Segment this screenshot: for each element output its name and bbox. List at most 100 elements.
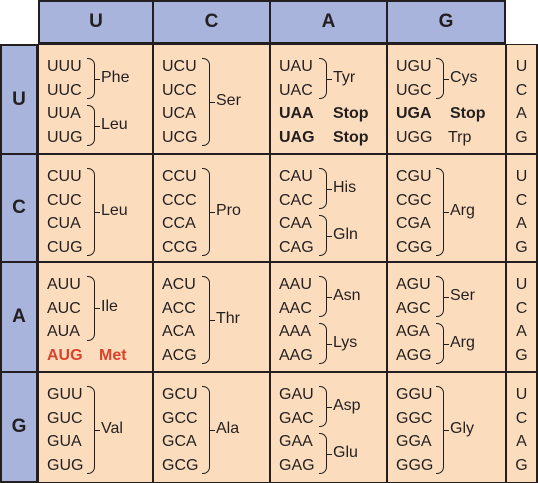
- codon-line: CGG: [396, 236, 505, 260]
- codon-group-brace: [436, 323, 449, 364]
- codon-cell: GGU GGC GGA GGG Gly: [387, 372, 506, 483]
- table-corner: [0, 0, 38, 44]
- codon-line: UGU: [396, 55, 505, 79]
- amino-acid-label: Val: [101, 420, 123, 437]
- codon: CCG: [162, 238, 198, 256]
- codon: ACG: [162, 346, 197, 364]
- codon: CGG: [396, 238, 433, 256]
- codon: GAU: [279, 386, 314, 403]
- codon: AAA: [279, 323, 312, 340]
- codon: ACU: [162, 276, 196, 293]
- amino-acid-label: Stop: [333, 128, 369, 146]
- codon: CGC: [396, 191, 432, 209]
- codon-group-brace: [202, 276, 215, 364]
- codon: CUA: [47, 215, 81, 232]
- codon: GGG: [396, 456, 434, 474]
- codon: GAC: [279, 409, 314, 427]
- amino-acid-label: Stop: [333, 105, 369, 122]
- third-base-c: C: [515, 409, 528, 427]
- row-header-first-base-g: G: [0, 372, 38, 483]
- codon-line: AUU: [47, 273, 152, 297]
- codon-group-brace: [436, 386, 449, 474]
- codon-line: UUA: [47, 102, 152, 126]
- third-base-g: G: [515, 238, 528, 256]
- start-codon-amino-acid: Met: [99, 346, 127, 364]
- codon-cell: UCU UCC UCA UCG Ser: [153, 44, 270, 154]
- codon-line: GAU: [279, 383, 386, 407]
- amino-acid-label: Lys: [333, 333, 358, 351]
- codon-cell: UAU UAC UAA Stop UAG Stop Tyr: [270, 44, 387, 154]
- codon: CCA: [162, 215, 196, 232]
- codon-group-brace: [319, 433, 332, 474]
- codon-group-brace: [319, 215, 332, 256]
- row-header-first-base-c: C: [0, 154, 38, 262]
- codon-group-brace: [319, 386, 332, 427]
- codon-line: AUG Met: [47, 344, 152, 368]
- codon: GGA: [396, 433, 432, 450]
- codon-line: GUC: [47, 407, 152, 431]
- codon: UUC: [47, 81, 82, 99]
- amino-acid-label: Pro: [216, 202, 241, 219]
- codon: AUU: [47, 276, 81, 293]
- codon-cell: GAU GAC GAA GAG Asp Glu: [270, 372, 387, 483]
- codon: GUG: [47, 456, 84, 474]
- codon: CAU: [279, 168, 313, 185]
- amino-acid-label: His: [333, 178, 357, 196]
- codon-line: CAG: [279, 236, 386, 260]
- codon-line: CUG: [47, 236, 152, 260]
- codon-line: UUC: [47, 79, 152, 103]
- row-header-first-base-u: U: [0, 44, 38, 154]
- codon-line: GCC: [162, 407, 269, 431]
- codon-line: CGA: [396, 212, 505, 236]
- codon-line: UUU: [47, 55, 152, 79]
- column-header-second-base-u: U: [38, 0, 153, 44]
- codon-cell: CCU CCC CCA CCG Pro: [153, 154, 270, 262]
- codon: UCA: [162, 105, 196, 122]
- codon: GAA: [279, 433, 313, 450]
- amino-acid-label: Stop: [450, 105, 486, 122]
- codon-cell: UUU UUC UUA UUG Phe Leu: [38, 44, 153, 154]
- amino-acid-label: Phe: [101, 68, 130, 86]
- codon: UAA: [279, 105, 314, 122]
- codon: GCU: [162, 386, 198, 403]
- codon-line: GUU: [47, 383, 152, 407]
- codon-cell: AUU AUC AUA AUG Met Ile: [38, 262, 153, 372]
- codon-line: UAA Stop: [279, 102, 386, 126]
- codon-line: CUC: [47, 189, 152, 213]
- codon: CAA: [279, 215, 312, 232]
- codon-line: CCA: [162, 212, 269, 236]
- third-base-u: U: [515, 58, 528, 75]
- codon-line: AUA: [47, 320, 152, 344]
- codon: UAU: [279, 58, 313, 75]
- column-header-second-base-c: C: [153, 0, 270, 44]
- third-base-a: A: [516, 105, 527, 122]
- codon-line: GAG: [279, 454, 386, 478]
- codon-group-brace: [202, 168, 215, 256]
- amino-acid-label: Asn: [333, 286, 361, 304]
- codon-line: UCC: [162, 79, 269, 103]
- amino-acid-label: Ser: [216, 92, 241, 109]
- codon-cell: GCU GCC GCA GCG Ala: [153, 372, 270, 483]
- amino-acid-label: Ser: [450, 286, 475, 304]
- codon-group-brace: [87, 58, 100, 99]
- codon: GAG: [279, 456, 315, 474]
- codon-line: UUG: [47, 126, 152, 150]
- codon-group-brace: [87, 105, 100, 146]
- codon-group-brace: [319, 323, 332, 364]
- codon-group-brace: [436, 58, 449, 99]
- codon-group-brace: [319, 168, 332, 209]
- third-base-u: U: [515, 276, 528, 293]
- amino-acid-label: Arg: [450, 333, 475, 351]
- codon-cell: ACU ACC ACA ACG Thr: [153, 262, 270, 372]
- table-corner-right: [506, 0, 538, 44]
- codon-line: ACA: [162, 320, 269, 344]
- codon: UGC: [396, 81, 432, 99]
- codon-line: AUC: [47, 297, 152, 321]
- codon: CAG: [279, 238, 314, 256]
- codon: AAG: [279, 346, 313, 364]
- codon: GCG: [162, 456, 199, 474]
- codon-line: AAC: [279, 297, 386, 321]
- codon-cell: CGU CGC CGA CGG Arg: [387, 154, 506, 262]
